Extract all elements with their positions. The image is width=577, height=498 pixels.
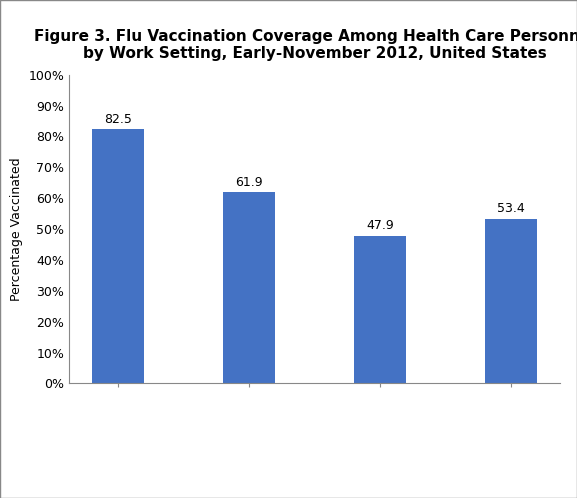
Text: 53.4: 53.4	[497, 203, 525, 216]
Text: 61.9: 61.9	[235, 176, 263, 189]
Text: 82.5: 82.5	[104, 113, 132, 125]
Bar	[485, 219, 537, 383]
Bar	[92, 129, 144, 383]
Bar	[223, 192, 275, 383]
Text: 47.9: 47.9	[366, 220, 394, 233]
Bar	[354, 236, 406, 383]
Title: Figure 3. Flu Vaccination Coverage Among Health Care Personnel
by Work Setting, : Figure 3. Flu Vaccination Coverage Among…	[34, 28, 577, 61]
Y-axis label: Percentage Vaccinated: Percentage Vaccinated	[10, 157, 23, 301]
